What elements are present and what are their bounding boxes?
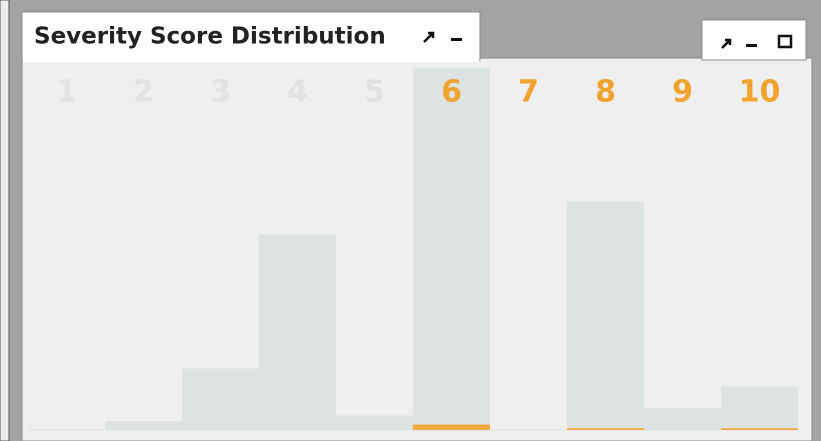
x-tick-label: 3 [210,75,231,110]
bar [259,234,336,430]
bar [105,420,182,430]
x-tick-label: 4 [287,75,308,110]
x-tick-label: 1 [56,75,77,110]
x-tick-label: 9 [672,75,693,110]
x-tick-label: 8 [595,75,616,110]
bar [567,201,644,430]
side-panel [0,0,10,441]
highlight-bar [721,428,798,430]
x-tick-label: 6 [441,75,462,110]
minimize-icon[interactable] [451,38,462,41]
tab-icons[interactable] [423,31,462,43]
maximize-button[interactable] [777,34,793,49]
highlight-bar [413,424,490,430]
bar [413,68,490,430]
bar [182,368,259,430]
popout-icon[interactable] [423,31,435,43]
bar [721,386,798,430]
x-tick-label: 5 [364,75,385,110]
x-tick-label: 7 [518,75,539,110]
minimize-button[interactable] [746,44,757,47]
window-controls [701,19,807,61]
bar [336,415,413,430]
popout-button[interactable] [721,38,732,49]
x-tick-label: 2 [133,75,154,110]
tab-join [23,56,479,62]
bar [644,408,721,430]
tab-title: Severity Score Distribution [34,24,386,50]
highlight-bar [567,428,644,430]
x-tick-label: 10 [739,75,781,110]
